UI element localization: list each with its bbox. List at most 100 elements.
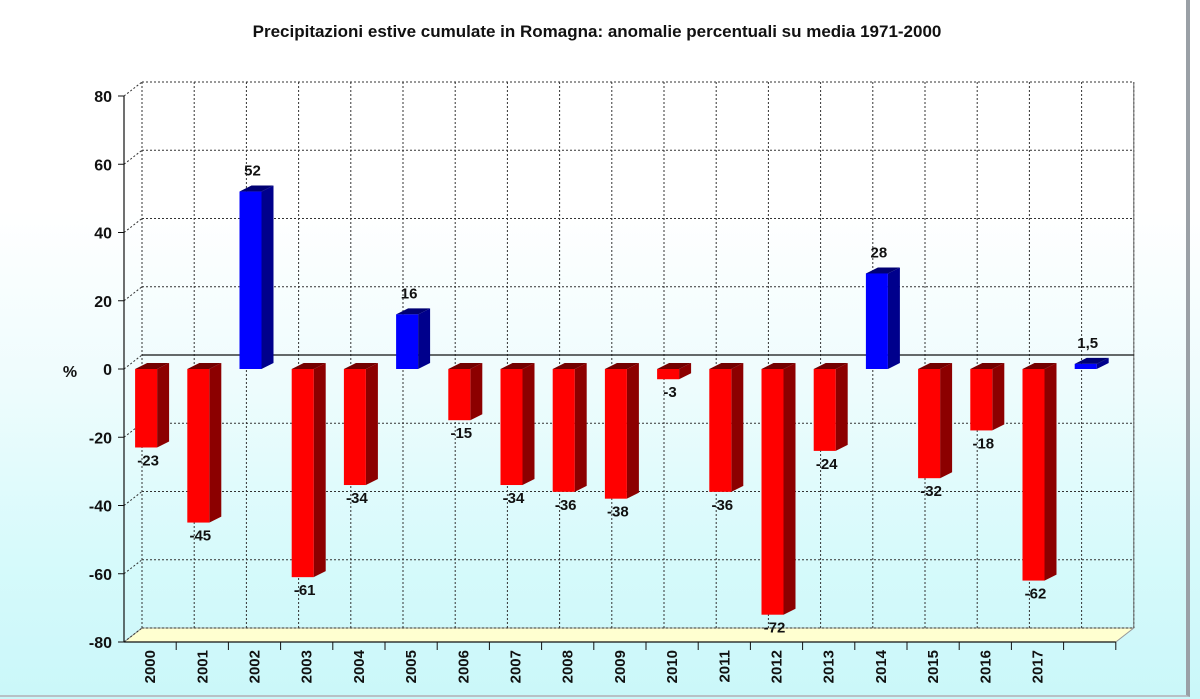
data-label: -3 [663, 384, 676, 401]
data-label: 28 [871, 244, 888, 261]
y-tick-label: 0 [103, 362, 112, 379]
y-tick-label: 60 [94, 157, 112, 174]
y-tick-label: -20 [89, 430, 112, 447]
bar [604, 363, 639, 499]
bar-side [313, 363, 326, 578]
data-label: -45 [189, 528, 211, 545]
data-label: -32 [920, 483, 942, 500]
x-tick-label: 2003 [299, 650, 316, 683]
data-label: 16 [401, 285, 418, 302]
bar-side [679, 363, 692, 380]
bar-top [448, 363, 483, 369]
bar-side [1096, 357, 1109, 369]
bar-side [418, 308, 431, 369]
bar-side [522, 363, 535, 486]
bar-top [1022, 363, 1057, 369]
bar [970, 363, 1005, 431]
bar-side [1044, 363, 1057, 581]
bar-front [865, 273, 888, 369]
gridline-wall [123, 354, 143, 370]
bar-side [731, 363, 744, 492]
bar-top [761, 363, 796, 369]
bar-side [940, 363, 953, 479]
bar [500, 363, 535, 486]
bar-side [261, 185, 274, 369]
bar [918, 363, 953, 479]
y-tick-label: 40 [94, 226, 112, 243]
x-tick-label: 2004 [351, 649, 368, 683]
x-tick-label: 2010 [664, 650, 681, 683]
chart-floor [122, 627, 1136, 643]
bar-front [135, 369, 158, 448]
x-tick-label: 2014 [873, 649, 890, 683]
bar [865, 267, 900, 369]
bar [187, 363, 222, 523]
chart-title: Precipitazioni estive cumulate in Romagn… [252, 22, 942, 41]
data-label: -24 [816, 456, 838, 473]
bar [396, 308, 431, 369]
bar [761, 363, 796, 615]
x-tick-label: 2000 [142, 650, 159, 683]
bar-top [343, 363, 378, 369]
bar-front [813, 369, 836, 451]
bar [1074, 357, 1109, 369]
bar-front [448, 369, 471, 421]
gridline-wall [123, 218, 143, 233]
bar-front [500, 369, 523, 486]
bar-side [783, 363, 796, 615]
bar-top [1074, 357, 1109, 364]
bar-top [291, 363, 326, 369]
x-tick-label: 2017 [1030, 650, 1047, 683]
data-label: 52 [244, 163, 261, 180]
x-tick-label: 2012 [769, 650, 786, 683]
bar-front [291, 369, 314, 578]
bar-front [970, 369, 993, 431]
bar-front [396, 314, 419, 369]
bar-front [604, 369, 627, 499]
bar-top [813, 363, 848, 369]
bar [813, 363, 848, 451]
gridline-wall [123, 149, 143, 165]
x-tick-label: 2009 [612, 650, 629, 683]
bar [1022, 363, 1057, 581]
bar-front [709, 369, 732, 492]
bar-top [657, 363, 692, 369]
gridline-wall [123, 559, 143, 575]
x-tick-label: 2001 [194, 650, 211, 683]
y-tick-label: -80 [89, 635, 112, 652]
bar-side [574, 363, 587, 492]
bar-side [470, 363, 483, 421]
bar-top [239, 185, 274, 192]
bar-front [1074, 363, 1097, 369]
gridline-wall [123, 286, 143, 302]
bar-side [992, 363, 1005, 431]
data-label: -62 [1025, 586, 1047, 603]
bar-top [500, 363, 535, 369]
data-label: 1,5 [1077, 335, 1098, 352]
data-label: -34 [503, 490, 525, 507]
bar-side [157, 363, 170, 448]
bar [552, 363, 587, 492]
bar-top [865, 267, 900, 274]
bar-side [626, 363, 639, 499]
data-label: -15 [450, 425, 472, 442]
bar-front [343, 369, 366, 486]
bar-front [239, 191, 262, 369]
bar-front [918, 369, 941, 479]
data-label: -18 [972, 435, 994, 452]
gridline-wall [123, 81, 143, 97]
x-tick-label: 2007 [508, 650, 525, 683]
bar-side [365, 363, 378, 486]
bar-top [187, 363, 222, 369]
axis-layer: 80 60 40 20 0 -20 -40 -60 -80 2000 2001 2002 2003 200… [89, 89, 1134, 683]
data-label: -23 [137, 452, 159, 469]
y-tick-label: 80 [94, 89, 112, 106]
data-label: -36 [555, 497, 577, 514]
bar [135, 363, 170, 448]
bar-top [918, 363, 953, 369]
data-label: -61 [294, 582, 316, 599]
bar [448, 363, 483, 421]
x-tick-label: 2006 [455, 650, 472, 683]
